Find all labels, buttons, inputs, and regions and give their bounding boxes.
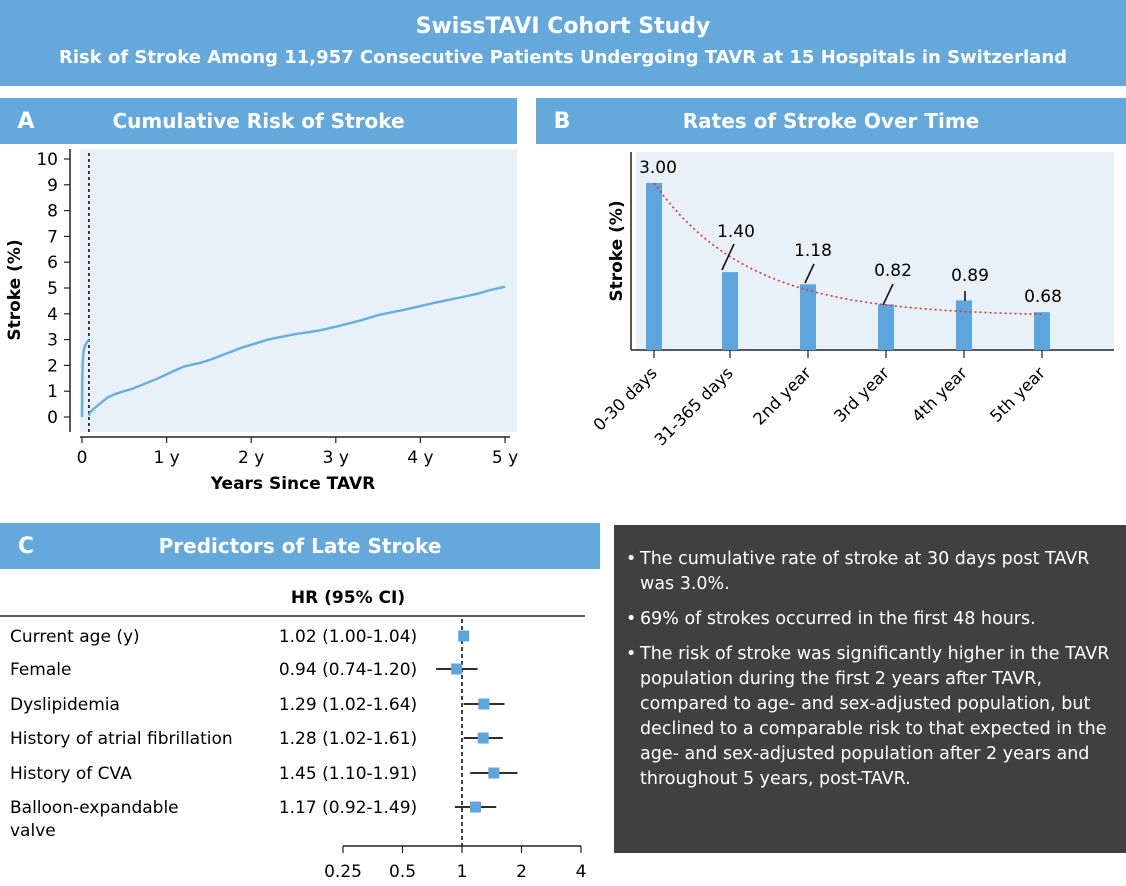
predictor-label: History of atrial fibrillation	[10, 729, 233, 749]
panel-a-letter: A	[17, 108, 35, 134]
x-tick-label: 0.5	[389, 862, 416, 882]
panel-c-title: Predictors of Late Stroke	[158, 534, 442, 558]
y-tick-label: 1	[47, 382, 58, 402]
data-label: 1.18	[794, 241, 832, 261]
data-label: 0.68	[1024, 287, 1062, 307]
bar	[878, 304, 894, 350]
x-tick-label: 3 y	[323, 448, 349, 468]
data-label-leader	[721, 243, 735, 271]
x-tick-label: 3rd year	[830, 363, 893, 426]
hr-point	[451, 663, 463, 675]
y-tick-label: 5	[47, 279, 58, 299]
data-label-leader	[882, 283, 894, 306]
predictor-label: valve	[10, 821, 56, 841]
page-subtitle: Risk of Stroke Among 11,957 Consecutive …	[58, 47, 1068, 68]
hr-value: 1.28 (1.02-1.61)	[279, 729, 417, 749]
y-axis-label: Stroke (%)	[5, 239, 25, 340]
panel-a-title: Cumulative Risk of Stroke	[112, 109, 405, 133]
cumulative-stroke-chart: 0 1 2 3 4 5 6 7 8 9 10 0 1 y 2 y 3 y 4 y 5 y Years Since …	[5, 149, 518, 494]
x-tick-label: 2	[516, 862, 527, 882]
finding-item: The risk of stroke was significantly hig…	[626, 642, 1112, 792]
panel-a-header: A Cumulative Risk of Stroke	[0, 98, 517, 144]
x-tick-label: 0-30 days	[590, 363, 661, 434]
panel-b-letter: B	[553, 108, 571, 134]
plot-area	[80, 149, 517, 432]
x-tick-label: 2nd year	[749, 363, 815, 429]
early-stroke-series	[80, 338, 90, 418]
hr-point	[477, 732, 489, 744]
hr-value: 0.94 (0.74-1.20)	[279, 660, 417, 680]
predictor-label: Current age (y)	[10, 627, 140, 647]
x-tick-label: 0	[77, 448, 88, 468]
finding-item: 69% of strokes occurred in the first 48 …	[626, 607, 1112, 632]
late-stroke-series	[87, 285, 506, 417]
x-axis-label: Years Since TAVR	[210, 474, 375, 494]
data-label: 3.00	[639, 158, 677, 178]
bar	[722, 272, 738, 350]
key-findings-box: The cumulative rate of stroke at 30 days…	[614, 525, 1126, 853]
data-label-leader	[804, 263, 815, 284]
hr-column-header: HR (95% CI)	[291, 588, 405, 608]
predictor-label: Dyslipidemia	[10, 695, 120, 715]
hr-value: 1.02 (1.00-1.04)	[279, 627, 417, 647]
y-tick-label: 7	[47, 227, 58, 247]
data-label: 0.82	[874, 261, 912, 281]
hr-point	[469, 801, 481, 813]
y-tick-label: 8	[47, 202, 58, 222]
x-tick-label: 1 y	[153, 448, 179, 468]
hr-value: 1.17 (0.92-1.49)	[279, 798, 417, 818]
y-axis-label: Stroke (%)	[607, 200, 627, 301]
bar	[1034, 312, 1050, 350]
predictor-label: Female	[10, 660, 71, 680]
panel-b-header: B Rates of Stroke Over Time	[536, 98, 1126, 144]
y-tick-label: 2	[47, 356, 58, 376]
hr-value: 1.45 (1.10-1.91)	[279, 764, 417, 784]
x-tick-label: 4th year	[908, 363, 971, 426]
x-tick-label: 0.25	[324, 862, 362, 882]
predictors-forest-plot: HR (95% CI) 0.25 0.5 1 2 4 Current age (y) 1.02…	[0, 588, 587, 882]
x-tick-label: 31-365 days	[651, 363, 737, 449]
panel-b-title: Rates of Stroke Over Time	[682, 109, 980, 133]
bar	[646, 183, 662, 350]
hr-point	[488, 767, 500, 779]
hr-point	[458, 630, 470, 642]
x-tick-label: 5 y	[492, 448, 518, 468]
hr-point	[478, 698, 490, 710]
panel-c-letter: C	[17, 533, 35, 559]
bar	[956, 300, 972, 350]
x-tick-label: 2 y	[238, 448, 264, 468]
y-tick-label: 9	[47, 176, 58, 196]
key-findings-list: The cumulative rate of stroke at 30 days…	[626, 547, 1112, 792]
y-tick-label: 3	[47, 331, 58, 351]
data-label: 0.89	[951, 266, 989, 286]
y-tick-label: 0	[47, 408, 58, 428]
data-label: 1.40	[717, 222, 755, 242]
page-title: SwissTAVI Cohort Study	[415, 14, 711, 39]
panel-c-header: C Predictors of Late Stroke	[0, 523, 600, 569]
bar	[800, 284, 816, 350]
y-tick-label: 4	[47, 305, 58, 325]
x-tick-label: 5th year	[986, 363, 1049, 426]
y-tick-label: 6	[47, 253, 58, 273]
x-tick-label: 4	[576, 862, 587, 882]
finding-item: The cumulative rate of stroke at 30 days…	[626, 547, 1112, 597]
predictor-label: Balloon-expandable	[10, 798, 179, 818]
x-tick-label: 4 y	[407, 448, 433, 468]
hr-value: 1.29 (1.02-1.64)	[279, 695, 417, 715]
x-tick-label: 1	[457, 862, 468, 882]
title-banner: SwissTAVI Cohort Study Risk of Stroke Am…	[0, 0, 1126, 86]
y-tick-label: 10	[36, 150, 58, 170]
predictor-label: History of CVA	[10, 764, 132, 784]
